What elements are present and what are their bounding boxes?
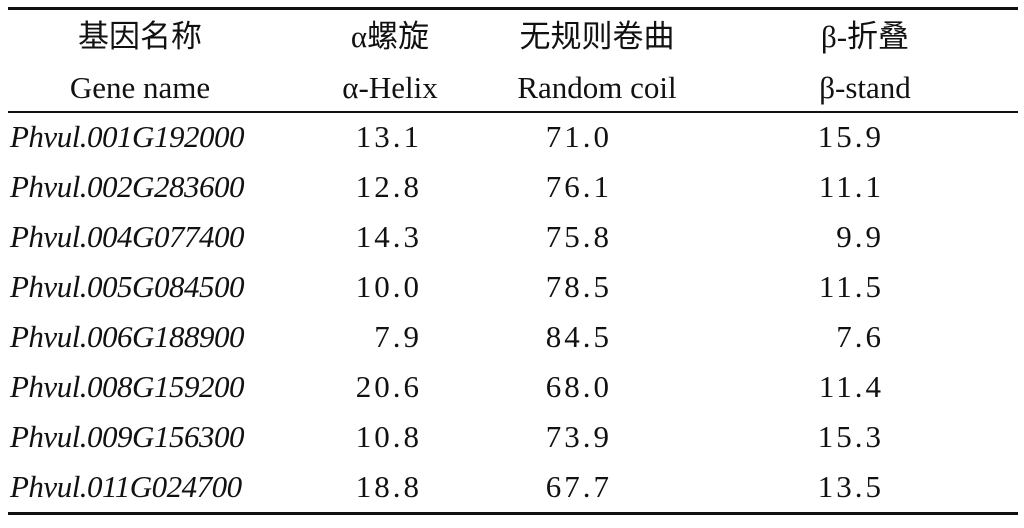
bottom-rule [8,512,1018,515]
value-cell: 11.4 [818,369,884,404]
value-cell: 7.6 [836,319,884,354]
value-cell: 10.0 [355,269,422,304]
header-en: Random coil [517,70,677,105]
value-cell: 15.9 [817,119,884,154]
value-cell: 13.5 [817,469,884,504]
value-cell: 11.1 [818,169,884,204]
header-en: Gene name [69,70,211,105]
gene-name: Phvul.004G077400 [10,219,244,254]
gene-name: Phvul.009G156300 [10,419,244,454]
value-cell: 12.8 [355,169,422,204]
gene-name: Phvul.006G188900 [10,319,244,354]
gene-name: Phvul.011G024700 [10,469,242,504]
value-cell: 20.6 [355,369,422,404]
value-cell: 84.5 [545,319,612,354]
gene-name: Phvul.005G084500 [10,269,244,304]
header-zh: α螺旋 [350,19,430,54]
header-en: α-Helix [342,70,438,105]
value-cell: 67.7 [545,469,612,504]
gene-name: Phvul.001G192000 [10,119,244,154]
top-rule [8,7,1018,10]
value-cell: 76.1 [545,169,612,204]
value-cell: 7.9 [374,319,422,354]
value-cell: 14.3 [355,219,422,254]
value-cell: 9.9 [836,219,884,254]
value-cell: 78.5 [545,269,612,304]
value-cell: 15.3 [817,419,884,454]
value-cell: 11.5 [818,269,884,304]
header-zh: 无规则卷曲 [519,19,675,54]
header-zh: β-折叠 [820,19,910,54]
gene-name: Phvul.008G159200 [10,369,244,404]
value-cell: 73.9 [545,419,612,454]
value-cell: 13.1 [355,119,422,154]
value-cell: 68.0 [545,369,612,404]
value-cell: 71.0 [545,119,612,154]
header-zh: 基因名称 [78,19,202,54]
value-cell: 10.8 [355,419,422,454]
header-rule [8,111,1018,113]
header-en: β-stand [819,70,911,105]
value-cell: 18.8 [355,469,422,504]
gene-name: Phvul.002G283600 [10,169,244,204]
value-cell: 75.8 [545,219,612,254]
